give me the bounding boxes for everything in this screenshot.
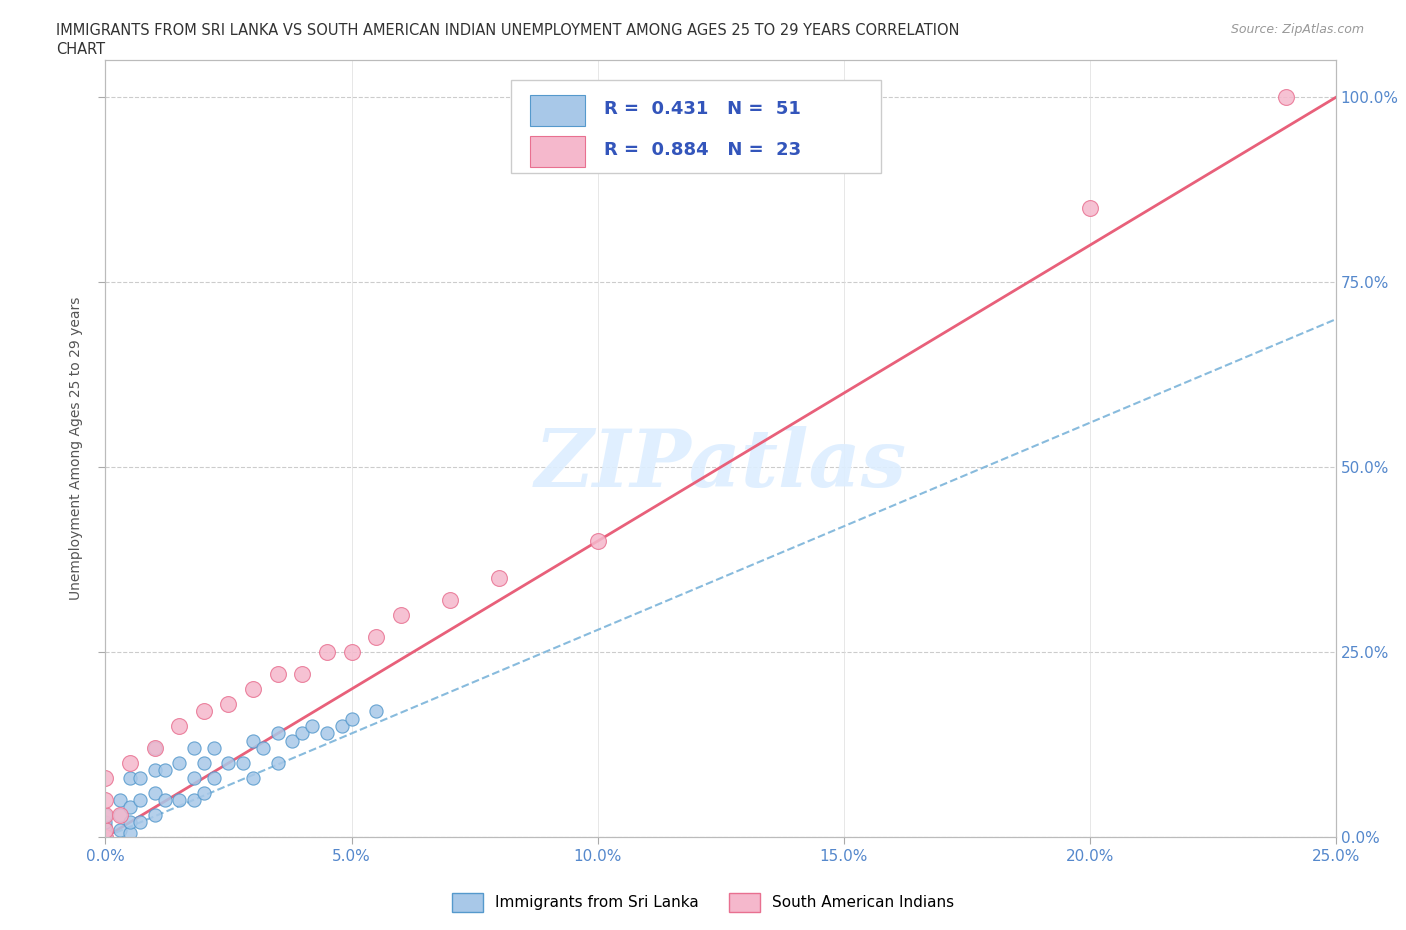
- Point: [202, 770, 225, 785]
- Point: [94, 822, 117, 837]
- Point: [242, 770, 264, 785]
- Point: [169, 755, 191, 770]
- Point: [94, 815, 117, 830]
- Point: [94, 830, 117, 844]
- Point: [267, 726, 290, 741]
- Text: R =  0.431   N =  51: R = 0.431 N = 51: [603, 100, 800, 118]
- Text: Source: ZipAtlas.com: Source: ZipAtlas.com: [1230, 23, 1364, 36]
- Point: [94, 830, 117, 844]
- Point: [1078, 201, 1101, 216]
- Point: [291, 726, 314, 741]
- Point: [183, 770, 205, 785]
- Point: [94, 822, 117, 837]
- Point: [94, 830, 117, 844]
- Point: [94, 792, 117, 807]
- Point: [340, 644, 363, 659]
- Point: [120, 815, 141, 830]
- Point: [120, 826, 141, 841]
- Point: [242, 734, 264, 749]
- Point: [267, 667, 290, 682]
- Point: [218, 697, 240, 711]
- Point: [129, 815, 152, 830]
- Point: [218, 755, 240, 770]
- Point: [193, 755, 215, 770]
- Point: [110, 822, 132, 837]
- Point: [242, 682, 264, 697]
- Point: [143, 763, 166, 777]
- Point: [183, 792, 205, 807]
- Point: [366, 630, 388, 644]
- Point: [153, 763, 176, 777]
- Point: [330, 719, 353, 734]
- Point: [143, 807, 166, 822]
- Point: [120, 755, 141, 770]
- Point: [143, 741, 166, 756]
- Point: [94, 830, 117, 844]
- Point: [94, 830, 117, 844]
- Point: [252, 741, 274, 756]
- Point: [110, 807, 132, 822]
- Point: [94, 807, 117, 822]
- Point: [143, 785, 166, 800]
- Point: [183, 741, 205, 756]
- Point: [281, 734, 304, 749]
- Point: [1275, 90, 1298, 105]
- Point: [202, 741, 225, 756]
- Point: [193, 704, 215, 719]
- Point: [94, 818, 117, 833]
- Point: [439, 593, 461, 608]
- Point: [94, 830, 117, 844]
- Legend: Immigrants from Sri Lanka, South American Indians: Immigrants from Sri Lanka, South America…: [446, 887, 960, 918]
- Point: [169, 719, 191, 734]
- Point: [94, 826, 117, 841]
- Point: [586, 534, 609, 549]
- Point: [94, 830, 117, 844]
- Point: [232, 755, 254, 770]
- Point: [129, 792, 152, 807]
- Bar: [530, 136, 585, 166]
- Point: [94, 770, 117, 785]
- Point: [153, 792, 176, 807]
- Point: [366, 704, 388, 719]
- Point: [315, 726, 337, 741]
- Text: R =  0.884   N =  23: R = 0.884 N = 23: [603, 140, 801, 159]
- Point: [143, 741, 166, 756]
- Point: [315, 644, 337, 659]
- Point: [488, 571, 510, 586]
- Y-axis label: Unemployment Among Ages 25 to 29 years: Unemployment Among Ages 25 to 29 years: [69, 297, 83, 601]
- Point: [389, 607, 412, 622]
- Point: [120, 800, 141, 815]
- Point: [267, 755, 290, 770]
- Point: [193, 785, 215, 800]
- Text: ZIPatlas: ZIPatlas: [534, 426, 907, 503]
- Point: [129, 770, 152, 785]
- Point: [169, 792, 191, 807]
- Point: [340, 711, 363, 726]
- Point: [110, 807, 132, 822]
- Point: [94, 807, 117, 822]
- FancyBboxPatch shape: [512, 80, 880, 173]
- Point: [120, 770, 141, 785]
- Text: CHART: CHART: [56, 42, 105, 57]
- Text: IMMIGRANTS FROM SRI LANKA VS SOUTH AMERICAN INDIAN UNEMPLOYMENT AMONG AGES 25 TO: IMMIGRANTS FROM SRI LANKA VS SOUTH AMERI…: [56, 23, 960, 38]
- Point: [94, 830, 117, 844]
- Point: [291, 667, 314, 682]
- Point: [110, 792, 132, 807]
- Point: [301, 719, 323, 734]
- Bar: [530, 96, 585, 126]
